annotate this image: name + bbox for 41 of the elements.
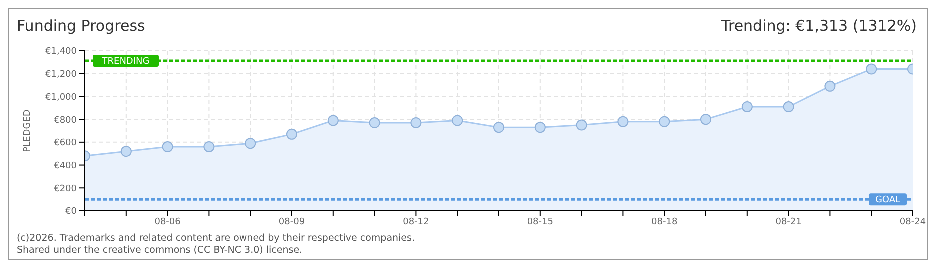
x-tick-label: 08-12 (403, 217, 430, 228)
y-tick-label: €1,400 (46, 47, 78, 58)
x-tick-label: 08-24 (900, 217, 926, 228)
text: Shared under the creative commons (CC BY-NC 3.0) license. (17, 245, 304, 257)
point (618, 116, 629, 128)
point (659, 116, 670, 128)
ref-line-label: TRENDING (101, 56, 150, 67)
point (410, 118, 422, 128)
ref-line-label: GOAL (875, 196, 901, 206)
x-tick-label: 08-15 (527, 217, 554, 228)
chart-title: Funding Progress (17, 17, 146, 35)
point (742, 102, 753, 112)
point (783, 102, 794, 112)
text: (c)2026. Trademarks and related content are owned by their respective companies. (17, 233, 415, 245)
point (866, 64, 878, 75)
y-tick-label: €400 (54, 161, 78, 172)
point (824, 80, 836, 92)
y-tick-label: €200 (54, 184, 78, 194)
x-tick-label: 08-18 (652, 217, 678, 228)
point (286, 128, 298, 140)
point (120, 146, 132, 158)
point (576, 120, 588, 131)
point (700, 114, 712, 126)
point (328, 115, 339, 126)
x-tick-label: 08-21 (776, 217, 802, 228)
text: Trending: €1,313 (1312%) (722, 17, 917, 35)
point (162, 142, 174, 152)
x-tick-label: 08-06 (154, 217, 182, 228)
x-tick-label: 08-09 (278, 217, 306, 228)
point (204, 142, 215, 152)
y-tick-label: €600 (54, 138, 78, 149)
point (369, 118, 380, 128)
y-tick-label: €0 (66, 207, 78, 218)
y-tick-label: €800 (54, 116, 78, 126)
y-tick-label: €1,000 (46, 92, 78, 103)
y-tick-label: €1,200 (46, 70, 78, 80)
point (534, 122, 546, 134)
point (452, 115, 464, 126)
y-axis-title: PLEDGED (23, 110, 34, 152)
point (245, 138, 256, 150)
point (494, 122, 504, 134)
